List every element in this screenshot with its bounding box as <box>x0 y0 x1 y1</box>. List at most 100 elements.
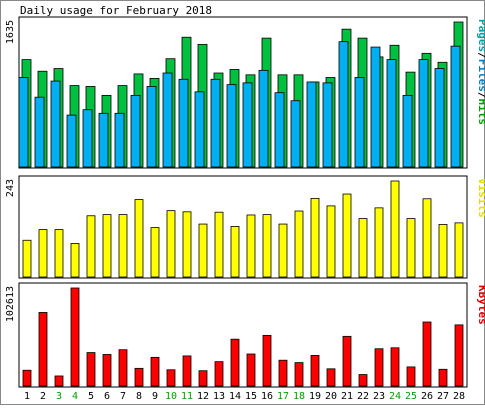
bar-visits-day-18 <box>294 210 304 278</box>
bar-files-day-6 <box>98 112 109 168</box>
x-tick-label-day-4: 4 <box>72 391 78 402</box>
x-tick-label-day-22: 22 <box>357 391 369 402</box>
bar-visits-day-12 <box>198 223 208 278</box>
y-series-label-part: Visits <box>476 178 485 218</box>
bar-kbytes-day-9 <box>150 356 160 387</box>
bar-files-day-28 <box>450 45 461 168</box>
bar-files-day-26 <box>418 59 429 168</box>
bar-files-day-24 <box>386 59 397 168</box>
y-series-label-visits: Visits <box>476 178 485 218</box>
bar-files-day-20 <box>322 82 333 168</box>
bar-visits-day-8 <box>134 199 144 278</box>
bar-kbytes-day-10 <box>166 369 176 387</box>
x-tick-label-day-3: 3 <box>56 391 62 402</box>
x-tick-label-day-15: 15 <box>245 391 257 402</box>
bar-visits-day-16 <box>262 214 272 278</box>
x-tick-label-day-2: 2 <box>40 391 46 402</box>
bar-kbytes-day-12 <box>198 370 208 387</box>
bar-visits-day-22 <box>358 218 368 278</box>
bar-files-day-5 <box>82 109 93 168</box>
x-tick-label-day-12: 12 <box>197 391 209 402</box>
bar-kbytes-day-3 <box>54 375 64 387</box>
bar-files-day-3 <box>50 80 61 168</box>
bar-visits-day-5 <box>86 215 96 278</box>
bar-files-day-13 <box>210 78 221 168</box>
bar-files-day-16 <box>258 69 269 168</box>
bar-kbytes-day-24 <box>390 347 400 387</box>
bar-visits-day-26 <box>422 198 432 278</box>
x-tick-label-day-10: 10 <box>165 391 177 402</box>
bar-visits-day-14 <box>230 226 240 278</box>
x-tick-label-day-1: 1 <box>24 391 30 402</box>
y-series-label-part: / <box>476 52 485 59</box>
x-tick-label-day-21: 21 <box>341 391 353 402</box>
panel-frame-visits <box>18 175 468 279</box>
bar-kbytes-day-19 <box>310 355 320 387</box>
bar-visits-day-9 <box>150 227 160 278</box>
bar-kbytes-day-18 <box>294 362 304 387</box>
bar-kbytes-day-2 <box>38 312 48 387</box>
x-tick-label-day-24: 24 <box>389 391 401 402</box>
bar-visits-day-2 <box>38 229 48 278</box>
x-tick-label-day-18: 18 <box>293 391 305 402</box>
x-tick-label-day-19: 19 <box>309 391 321 402</box>
y-max-label-kbytes: 102613 <box>5 286 16 322</box>
bar-visits-day-27 <box>438 224 448 278</box>
bar-visits-day-21 <box>342 193 352 278</box>
bar-files-day-9 <box>146 86 157 168</box>
y-series-label-part: KBytes <box>476 285 485 325</box>
bar-files-day-21 <box>338 41 349 168</box>
bar-kbytes-day-8 <box>134 367 144 387</box>
x-tick-label-day-9: 9 <box>152 391 158 402</box>
x-tick-label-day-8: 8 <box>136 391 142 402</box>
bar-kbytes-day-25 <box>406 366 416 387</box>
bar-files-day-11 <box>178 78 189 168</box>
bar-visits-day-17 <box>278 223 288 278</box>
bar-files-day-18 <box>290 100 301 168</box>
bar-visits-day-7 <box>118 214 128 278</box>
x-tick-label-day-27: 27 <box>437 391 449 402</box>
bar-kbytes-day-4 <box>70 287 80 387</box>
bar-kbytes-day-22 <box>358 374 368 387</box>
chart-title: Daily usage for February 2018 <box>20 4 212 17</box>
bar-visits-day-11 <box>182 211 192 278</box>
x-tick-label-day-11: 11 <box>181 391 193 402</box>
y-series-label-part: Files <box>476 59 485 92</box>
y-series-label-hits: Pages/Files/Hits <box>476 19 485 125</box>
x-tick-label-day-28: 28 <box>453 391 465 402</box>
bar-visits-day-24 <box>390 180 400 278</box>
bar-visits-day-10 <box>166 210 176 278</box>
x-tick-label-day-16: 16 <box>261 391 273 402</box>
bar-visits-day-13 <box>214 211 224 278</box>
bar-visits-day-23 <box>374 207 384 278</box>
x-tick-label-day-23: 23 <box>373 391 385 402</box>
bar-files-day-22 <box>354 77 365 168</box>
chart-panels: 1635 Pages/Files/Hits 243 Visits 102613 KByte… <box>5 16 485 388</box>
bar-visits-day-1 <box>22 239 32 278</box>
bar-kbytes-day-23 <box>374 348 384 387</box>
bar-files-day-2 <box>34 96 45 168</box>
bar-visits-day-19 <box>310 197 320 278</box>
bar-visits-day-4 <box>70 243 80 278</box>
bar-kbytes-day-6 <box>102 354 112 387</box>
y-max-label-hits: 1635 <box>5 20 16 44</box>
y-max-label-visits: 243 <box>5 179 16 197</box>
x-tick-label-day-5: 5 <box>88 391 94 402</box>
x-tick-label-day-6: 6 <box>104 391 110 402</box>
bar-kbytes-day-11 <box>182 355 192 387</box>
bar-kbytes-day-17 <box>278 359 288 387</box>
x-tick-label-day-13: 13 <box>213 391 225 402</box>
y-series-label-kbytes: KBytes <box>476 285 485 325</box>
bar-visits-day-6 <box>102 214 112 278</box>
bar-visits-day-28 <box>454 222 464 278</box>
bar-files-day-8 <box>130 94 141 168</box>
y-series-label-part: Pages <box>476 19 485 52</box>
bar-kbytes-day-28 <box>454 324 464 387</box>
x-tick-label-day-14: 14 <box>229 391 241 402</box>
bar-kbytes-day-16 <box>262 334 272 387</box>
bar-files-day-27 <box>434 68 445 168</box>
bar-files-day-10 <box>162 72 173 168</box>
bar-files-day-25 <box>402 94 413 168</box>
bar-files-day-7 <box>114 112 125 168</box>
